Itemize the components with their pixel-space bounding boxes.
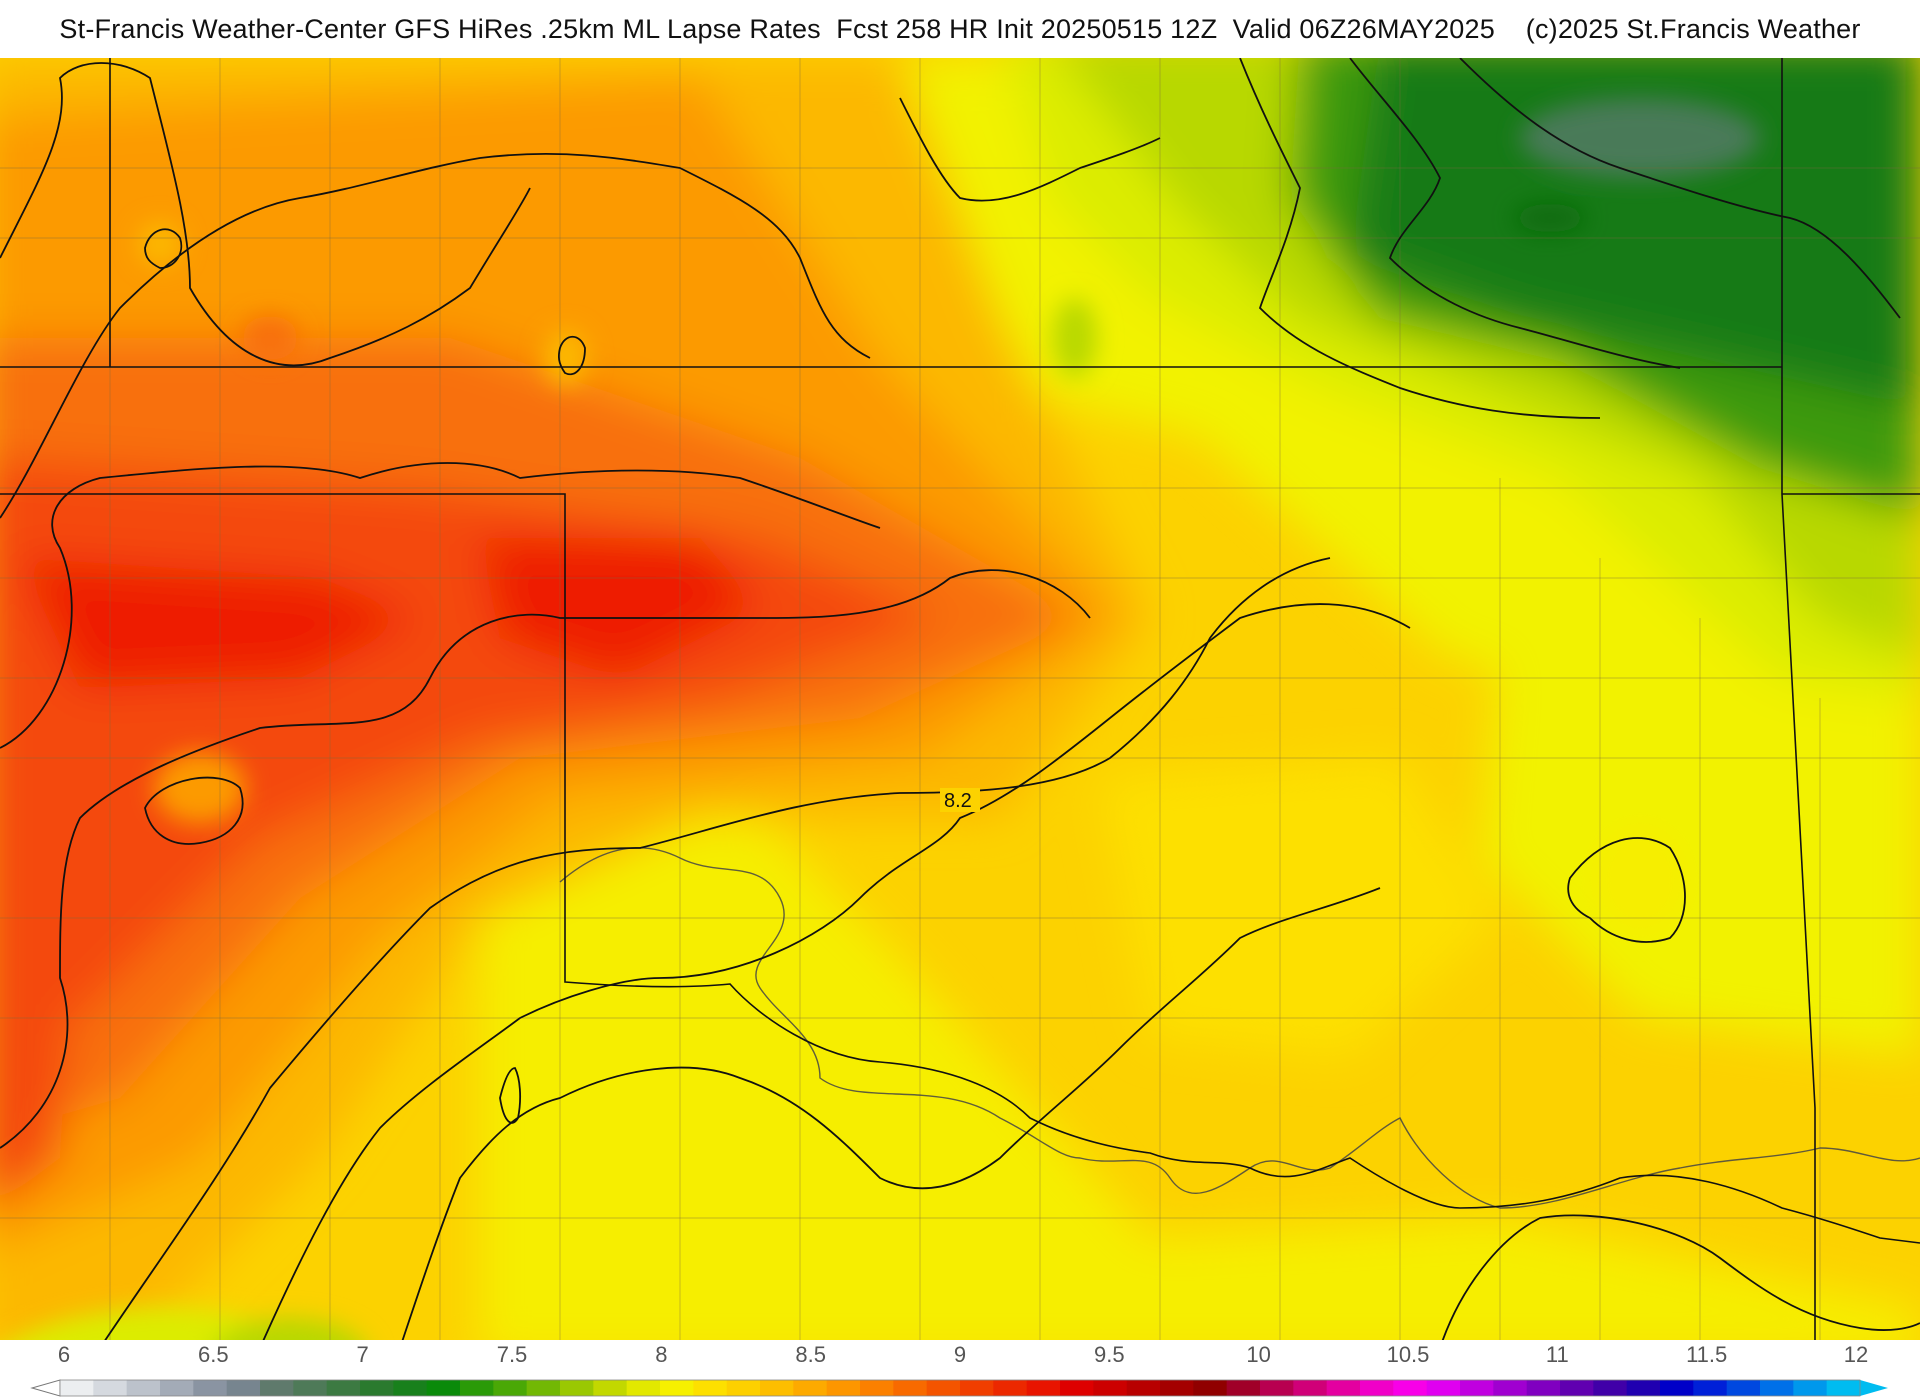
- colorbar-step: [1593, 1380, 1628, 1396]
- colorbar-step: [1526, 1380, 1561, 1396]
- lapse-rate-map[interactable]: 8.2: [0, 58, 1920, 1340]
- colorbar-step: [693, 1380, 728, 1396]
- colorbar-step: [226, 1380, 261, 1396]
- rivers: [559, 847, 1920, 1209]
- colorbar-step: [326, 1380, 361, 1396]
- colorbar-step: [993, 1380, 1028, 1396]
- colorbar-step: [1760, 1380, 1794, 1396]
- colorbar-tick-label: 10.5: [1386, 1342, 1430, 1367]
- colorbar-step: [1326, 1380, 1361, 1396]
- colorbar-legend: 6 6.5 7 7.5 8 8.5 9 9.5 10 10.5 11 11.5 12: [0, 1340, 1920, 1400]
- colorbar-step: [93, 1380, 128, 1396]
- colorbar-step: [360, 1380, 394, 1396]
- map-panel[interactable]: 8.2: [0, 58, 1920, 1340]
- colorbar-step: [1826, 1380, 1861, 1396]
- state-borders: [0, 58, 1920, 1340]
- contour-label-text: 8.2: [944, 790, 972, 812]
- colorbar-step: [1160, 1380, 1194, 1396]
- colorbar-step: [960, 1380, 994, 1396]
- colorbar-step: [593, 1380, 628, 1396]
- colorbar-step: [126, 1380, 161, 1396]
- colorbar-step: [460, 1380, 494, 1396]
- colorbar-step: [1026, 1380, 1061, 1396]
- colorbar-tick-label: 8: [655, 1342, 668, 1367]
- colorbar-tick-label: 12: [1843, 1342, 1869, 1367]
- colorbar-step: [493, 1380, 528, 1396]
- colorbar-step: [1360, 1380, 1394, 1396]
- colorbar-step: [1126, 1380, 1161, 1396]
- colorbar-step: [893, 1380, 928, 1396]
- colorbar-step: [1093, 1380, 1128, 1396]
- colorbar-frame: [59, 1379, 1861, 1397]
- colorbar-tick-label: 11: [1545, 1342, 1569, 1367]
- colorbar-step: [560, 1380, 594, 1396]
- colorbar-tick-label: 7.5: [496, 1342, 528, 1367]
- map-title: St-Francis Weather-Center GFS HiRes .25k…: [59, 14, 1861, 44]
- colorbar-step: [1793, 1380, 1828, 1396]
- colorbar-step: [1426, 1380, 1461, 1396]
- title-bar: St-Francis Weather-Center GFS HiRes .25k…: [0, 0, 1920, 58]
- colorbar-tick-label: 11.5: [1686, 1342, 1728, 1367]
- colorbar-step: [1460, 1380, 1494, 1396]
- colorbar-step: [1260, 1380, 1294, 1396]
- colorbar-tick-label: 6.5: [198, 1342, 229, 1367]
- colorbar-tick-label: 9.5: [1094, 1342, 1125, 1367]
- colorbar-step: [626, 1380, 661, 1396]
- lapse-rate-fill: [0, 58, 1920, 1340]
- colorbar-tick-label: 6: [57, 1342, 71, 1367]
- colorbar-step: [1226, 1380, 1261, 1396]
- colorbar-under-arrow: [30, 1379, 61, 1397]
- colorbar-step: [860, 1380, 894, 1396]
- colorbar-step: [1393, 1380, 1428, 1396]
- colorbar-step: [1060, 1380, 1094, 1396]
- colorbar-tick-label: 9: [953, 1342, 967, 1367]
- colorbar-tick-label: 10: [1246, 1342, 1271, 1367]
- colorbar-tick-label: 8.5: [795, 1342, 826, 1367]
- colorbar-step: [1293, 1380, 1328, 1396]
- colorbar-step: [160, 1380, 194, 1396]
- colorbar-over-arrow: [1860, 1380, 1888, 1396]
- county-boundaries: [0, 58, 1920, 1340]
- colorbar-step: [193, 1380, 228, 1396]
- colorbar-step: [426, 1380, 461, 1396]
- colorbar-step: [926, 1380, 961, 1396]
- colorbar-step: [293, 1380, 328, 1396]
- colorbar-tick-label: 7: [356, 1342, 369, 1367]
- colorbar-step: [660, 1380, 694, 1396]
- colorbar-step: [1660, 1380, 1694, 1396]
- colorbar: [30, 1379, 1888, 1397]
- colorbar-step: [1193, 1380, 1228, 1396]
- colorbar-step: [1493, 1380, 1528, 1396]
- colorbar-tick-labels: 6 6.5 7 7.5 8 8.5 9 9.5 10 10.5 11 11.5 12: [0, 1340, 1920, 1374]
- colorbar-step: [726, 1380, 761, 1396]
- colorbar-step: [393, 1380, 428, 1396]
- colorbar-step: [760, 1380, 794, 1396]
- colorbar-step: [1626, 1380, 1661, 1396]
- colorbar-step: [1726, 1380, 1761, 1396]
- colorbar-step: [60, 1380, 94, 1396]
- colorbar-step: [260, 1380, 294, 1396]
- contour-lines: [0, 58, 1920, 1340]
- colorbar-step: [1693, 1380, 1728, 1396]
- contour-label-8-2: 8.2: [940, 788, 980, 812]
- colorbar-step: [526, 1380, 561, 1396]
- colorbar-step: [826, 1380, 861, 1396]
- colorbar-step: [793, 1380, 828, 1396]
- colorbar-step: [1560, 1380, 1594, 1396]
